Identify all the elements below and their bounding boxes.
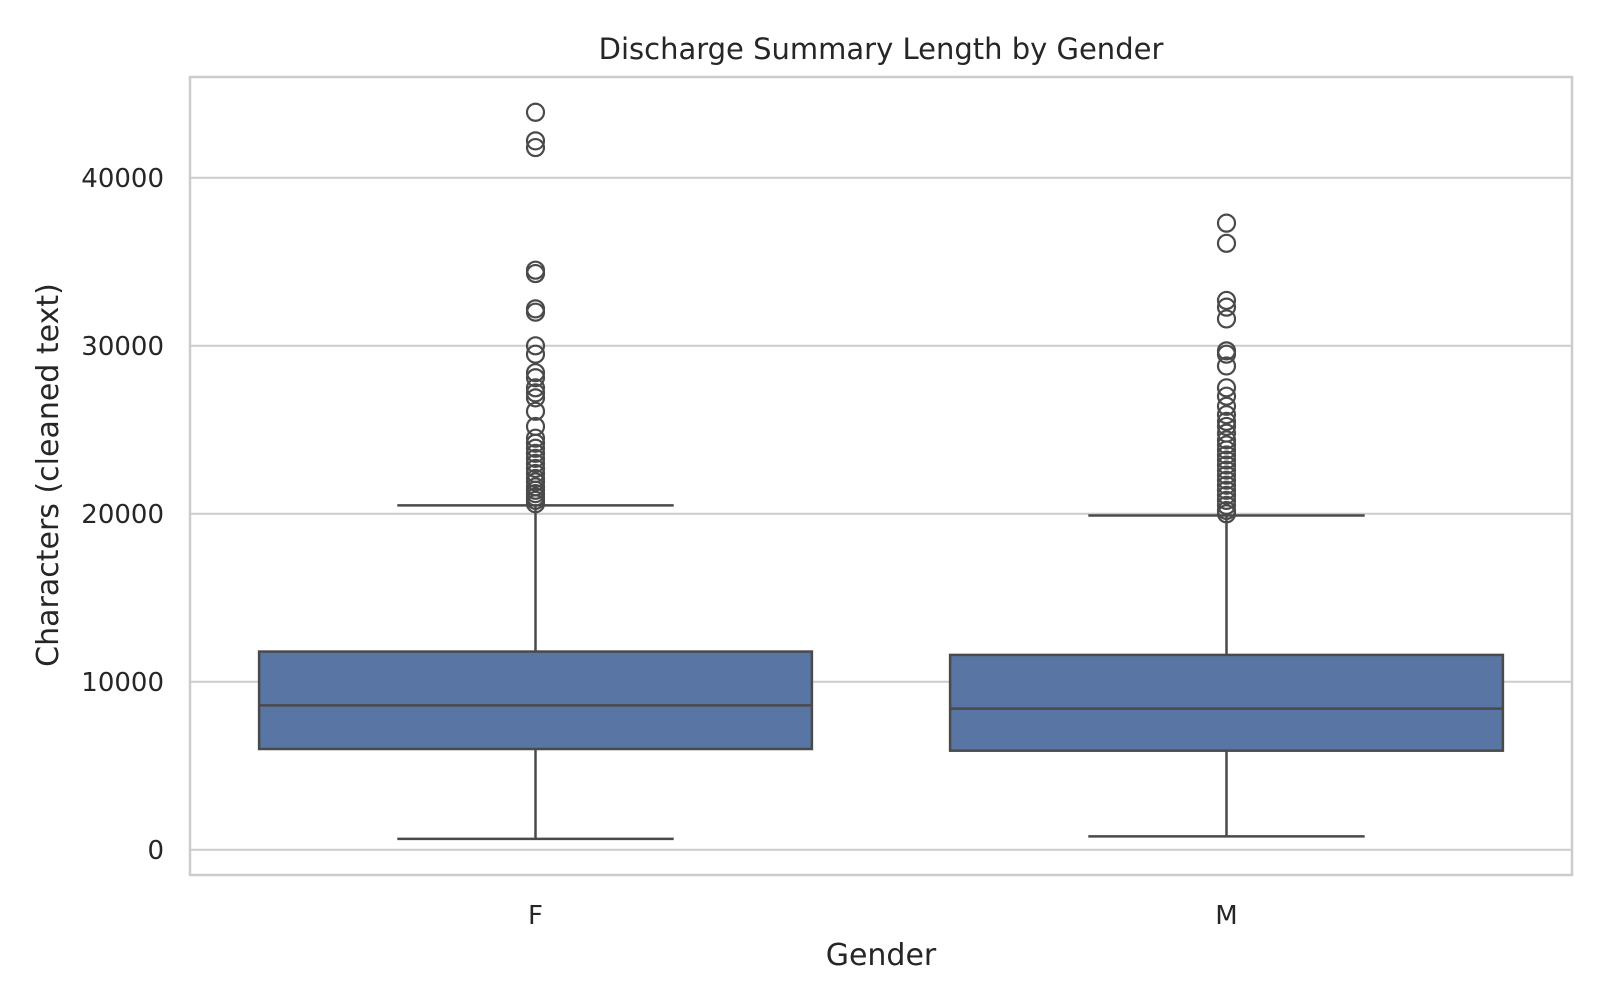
chart-title: Discharge Summary Length by Gender xyxy=(599,32,1164,66)
y-axis-title: Characters (cleaned text) xyxy=(31,283,66,667)
outlier-point xyxy=(1216,475,1237,495)
outlier-point xyxy=(1216,490,1237,510)
outlier-point xyxy=(525,368,546,388)
outlier-point xyxy=(525,453,546,473)
outlier-point xyxy=(525,137,546,158)
outlier-point xyxy=(1216,480,1237,500)
outlier-point xyxy=(1216,465,1237,485)
box-F xyxy=(257,102,814,841)
outlier-point xyxy=(525,477,546,497)
outlier-point xyxy=(1216,290,1237,311)
outlier-point xyxy=(1216,460,1237,480)
outlier-point xyxy=(1216,450,1237,470)
y-tick-label: 30000 xyxy=(81,332,164,362)
outlier-point xyxy=(525,378,546,398)
outlier-point xyxy=(525,344,546,364)
outlier-point xyxy=(1216,213,1237,233)
outlier-point xyxy=(1216,495,1237,515)
outlier-point xyxy=(525,363,546,383)
plot-frame xyxy=(188,75,1574,877)
outlier-point xyxy=(525,388,546,408)
tick-layer: 0 10000 20000 30000 40000 F M xyxy=(81,164,1237,931)
box-M xyxy=(948,213,1505,838)
outlier-point xyxy=(525,468,546,489)
outlier-point xyxy=(525,383,546,403)
iqr-box xyxy=(257,650,814,751)
x-axis-title: Gender xyxy=(826,938,937,973)
outlier-point xyxy=(525,401,546,421)
outlier-point xyxy=(1216,411,1237,431)
outlier-point xyxy=(1216,378,1237,398)
outlier-point xyxy=(525,448,546,468)
outlier-point xyxy=(525,131,546,151)
x-tick-label: F xyxy=(528,901,543,931)
y-tick-label: 20000 xyxy=(81,500,164,530)
outlier-point xyxy=(525,443,546,463)
outlier-point xyxy=(1216,309,1237,329)
y-tick-label: 0 xyxy=(147,836,164,866)
y-tick-label: 10000 xyxy=(81,668,164,698)
outlier-point xyxy=(1216,500,1237,521)
outlier-point xyxy=(525,438,546,458)
outlier-point xyxy=(525,463,546,484)
outlier-point xyxy=(1216,455,1237,475)
outlier-point xyxy=(1216,435,1237,455)
outlier-point xyxy=(1216,405,1237,425)
outlier-point xyxy=(1216,416,1237,437)
outlier-point xyxy=(525,458,546,479)
outlier-point xyxy=(525,102,546,122)
outlier-point xyxy=(525,416,546,437)
outlier-point xyxy=(1216,445,1237,465)
outlier-point xyxy=(1216,396,1237,416)
x-tick-label: M xyxy=(1215,901,1237,931)
outlier-point xyxy=(1216,470,1237,490)
outlier-point xyxy=(1216,386,1237,406)
outlier-point xyxy=(1216,430,1237,450)
outlier-point xyxy=(1216,485,1237,505)
outlier-point xyxy=(1216,341,1237,361)
outlier-point xyxy=(1216,423,1237,443)
outlier-point xyxy=(1216,297,1237,317)
iqr-box xyxy=(948,653,1505,752)
data-layer xyxy=(257,102,1505,841)
outlier-point xyxy=(525,428,546,448)
outlier-point xyxy=(525,260,546,280)
y-tick-label: 40000 xyxy=(81,164,164,194)
outlier-point xyxy=(1216,233,1237,253)
outlier-point xyxy=(525,336,546,356)
outlier-point xyxy=(525,299,546,319)
outlier-point xyxy=(1216,356,1237,376)
